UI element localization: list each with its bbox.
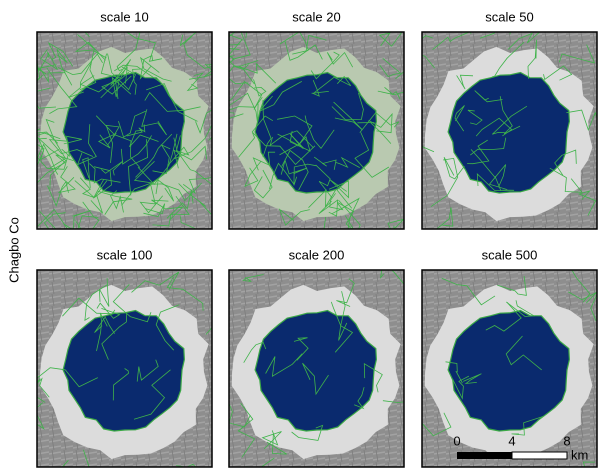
satellite-image: [389, 14, 598, 231]
image-content: [389, 14, 598, 231]
scale-bar-label: 0: [453, 433, 460, 448]
satellite-image: [15, 270, 221, 470]
row-label: Chagbo Co: [6, 217, 21, 283]
satellite-image: [209, 7, 441, 266]
image-content: [229, 261, 419, 470]
scale-bar-white: [512, 452, 567, 459]
figure: Chagbo Co scale 10 scale 20 scale 50 scale …: [0, 0, 598, 470]
panel-title: scale 50: [485, 9, 533, 24]
scale-bar-label: 8: [563, 433, 570, 448]
image-content: [15, 270, 221, 470]
scale-bar-unit: km: [571, 447, 588, 462]
satellite-image: [229, 261, 419, 470]
panel-title: scale 10: [100, 9, 148, 24]
satellite-image: [1, 0, 249, 253]
scale-bar-label: 4: [508, 433, 515, 448]
segment-boundary: [463, 14, 479, 33]
panel-title: scale 20: [292, 9, 340, 24]
scale-bar-black: [457, 452, 512, 459]
image-content: [209, 7, 441, 266]
panel-title: scale 500: [482, 247, 538, 262]
panel-title: scale 200: [289, 247, 345, 262]
image-content: [1, 0, 249, 253]
panel-title: scale 100: [97, 247, 153, 262]
